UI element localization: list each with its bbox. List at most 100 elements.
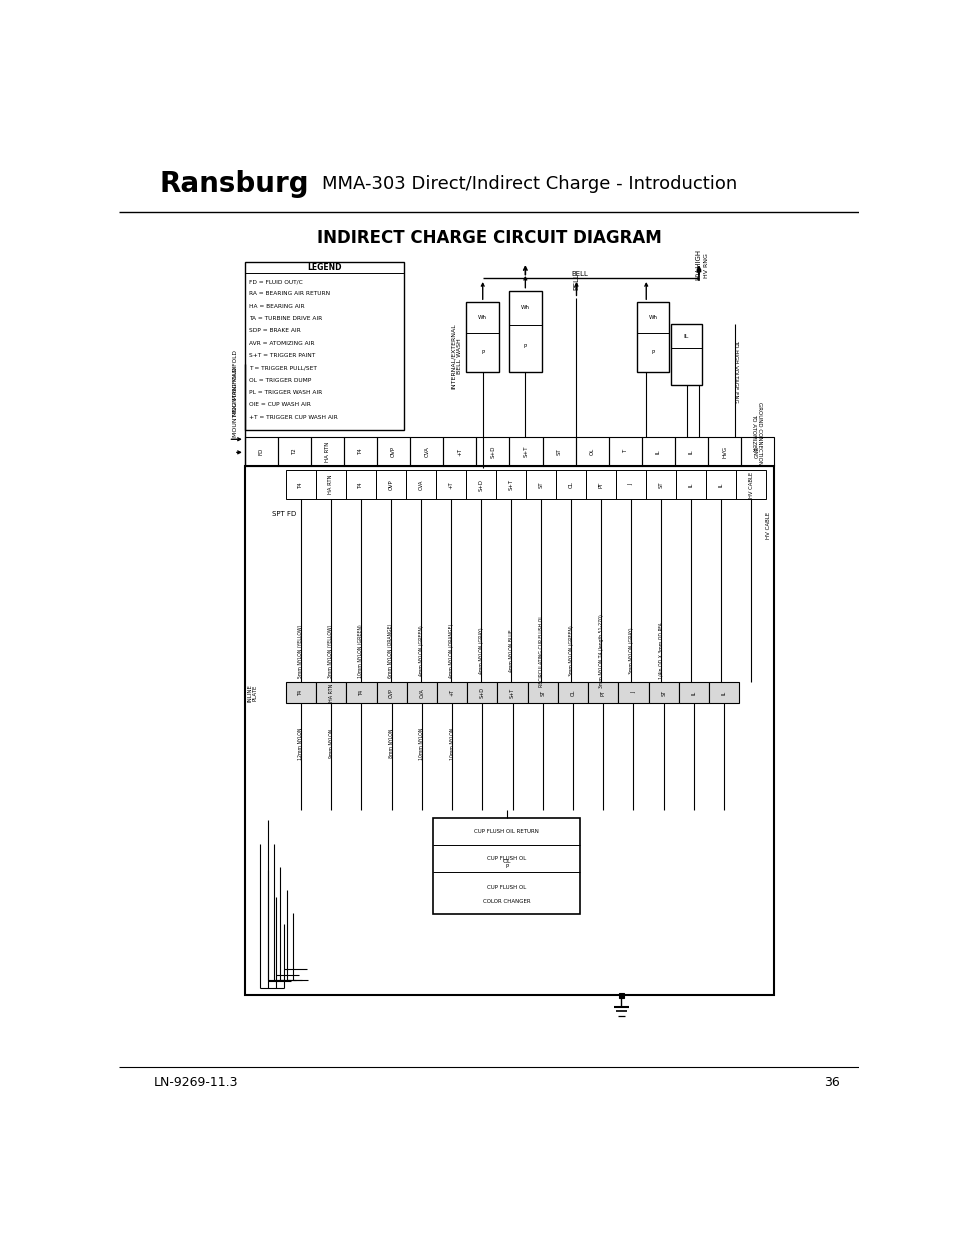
Bar xyxy=(637,303,669,372)
Bar xyxy=(311,437,344,466)
Bar xyxy=(277,437,311,466)
Text: IL: IL xyxy=(718,483,723,487)
Bar xyxy=(466,471,496,499)
Text: J: J xyxy=(628,484,633,485)
Text: IL: IL xyxy=(688,483,693,487)
Text: 36: 36 xyxy=(823,1076,840,1089)
Bar xyxy=(676,471,705,499)
Text: 4mm NYLON (ORANGE): 4mm NYLON (ORANGE) xyxy=(448,624,453,678)
Text: 4mm NYLON (GRAY): 4mm NYLON (GRAY) xyxy=(478,627,483,674)
Bar xyxy=(740,437,773,466)
Text: OL: OL xyxy=(570,689,575,695)
Bar xyxy=(497,682,527,704)
Text: T4: T4 xyxy=(358,482,363,488)
Text: GROUND CONNECTION
TO ATOMIZER: GROUND CONNECTION TO ATOMIZER xyxy=(750,401,760,464)
Text: IL: IL xyxy=(720,690,726,695)
Bar xyxy=(245,466,773,995)
Bar xyxy=(433,818,579,914)
Text: +T = TRIGGER CUP WASH AIR: +T = TRIGGER CUP WASH AIR xyxy=(249,415,337,420)
Text: HA RTN: HA RTN xyxy=(329,683,334,701)
Text: Wh: Wh xyxy=(520,305,529,310)
Bar xyxy=(509,290,541,372)
Text: J: J xyxy=(630,692,636,693)
Text: T: T xyxy=(622,450,627,453)
Text: OL = TRIGGER DUMP: OL = TRIGGER DUMP xyxy=(249,378,311,383)
Bar xyxy=(558,682,587,704)
Bar xyxy=(410,437,443,466)
Text: HA RTN: HA RTN xyxy=(328,475,333,494)
Bar xyxy=(641,437,674,466)
Bar xyxy=(436,682,467,704)
Text: RA = BEARING AIR RETURN: RA = BEARING AIR RETURN xyxy=(249,291,330,296)
Text: 5mm NYLON (YELLOW): 5mm NYLON (YELLOW) xyxy=(298,624,303,678)
Text: CVA: CVA xyxy=(419,688,424,698)
Bar xyxy=(556,471,585,499)
Bar xyxy=(375,471,406,499)
Text: BELL: BELL xyxy=(571,270,587,277)
Text: HV RNG: HV RNG xyxy=(703,253,708,278)
Text: Wh: Wh xyxy=(648,315,657,320)
Bar xyxy=(587,682,618,704)
Bar xyxy=(376,437,410,466)
Text: OVP: OVP xyxy=(391,446,395,457)
Bar xyxy=(618,682,648,704)
Text: 3mm NYLON (GRAY): 3mm NYLON (GRAY) xyxy=(628,627,633,674)
Text: TA = TURBINE DRIVE AIR: TA = TURBINE DRIVE AIR xyxy=(249,316,321,321)
Bar xyxy=(286,682,315,704)
Text: 12mm NYLON: 12mm NYLON xyxy=(298,727,303,760)
Bar xyxy=(346,682,376,704)
Text: P: P xyxy=(523,345,526,350)
Bar xyxy=(466,303,498,372)
Text: OlE = CUP WASH AIR: OlE = CUP WASH AIR xyxy=(249,403,311,408)
Bar xyxy=(575,437,608,466)
Bar xyxy=(679,682,708,704)
Text: P: P xyxy=(651,350,654,354)
Text: 10mm NYLON (GREEN): 10mm NYLON (GREEN) xyxy=(358,624,363,678)
Bar xyxy=(708,682,739,704)
Bar xyxy=(496,471,525,499)
Text: HA = BEARING AIR: HA = BEARING AIR xyxy=(249,304,304,309)
Text: INDIRECT CHARGE CIRCUIT DIAGRAM: INDIRECT CHARGE CIRCUIT DIAGRAM xyxy=(316,230,660,247)
Text: +T: +T xyxy=(456,447,462,456)
Bar xyxy=(346,471,375,499)
Text: HVG: HVG xyxy=(721,446,726,458)
Bar xyxy=(674,437,707,466)
Text: S+T: S+T xyxy=(523,446,528,457)
Text: PL = TRIGGER WASH AIR: PL = TRIGGER WASH AIR xyxy=(249,390,321,395)
Text: LN-9269-11.3: LN-9269-11.3 xyxy=(154,1076,238,1089)
Bar xyxy=(542,437,575,466)
Bar xyxy=(736,471,765,499)
Text: SDP = BRAKE AIR: SDP = BRAKE AIR xyxy=(249,329,300,333)
Text: CUP FLUSH OL: CUP FLUSH OL xyxy=(487,885,526,890)
Text: T4: T4 xyxy=(298,482,303,488)
Bar xyxy=(648,682,679,704)
Bar xyxy=(315,682,346,704)
Bar xyxy=(608,437,641,466)
Text: HV HIGH: HV HIGH xyxy=(696,251,701,280)
Text: 6mm NYLON (ORANGE): 6mm NYLON (ORANGE) xyxy=(388,624,393,678)
Text: IL: IL xyxy=(683,333,688,338)
Text: MOUNTING MANIFOLD: MOUNTING MANIFOLD xyxy=(233,350,237,416)
Bar xyxy=(245,437,277,466)
Text: INLINE
PLATE: INLINE PLATE xyxy=(247,684,257,701)
Text: ST: ST xyxy=(556,448,561,454)
Text: HV CABLE: HV CABLE xyxy=(748,472,753,498)
Bar xyxy=(344,437,376,466)
Text: FD: FD xyxy=(258,448,264,456)
Text: 9mm NYLON: 9mm NYLON xyxy=(329,729,334,758)
Text: S+T = TRIGGER PAINT: S+T = TRIGGER PAINT xyxy=(249,353,314,358)
Text: S+T: S+T xyxy=(508,479,513,490)
Bar xyxy=(436,471,466,499)
Text: S+D: S+D xyxy=(478,479,483,490)
Text: 3mm NYLON T4 (length 51-270): 3mm NYLON T4 (length 51-270) xyxy=(598,614,603,688)
Text: OVP: OVP xyxy=(389,688,394,698)
Bar xyxy=(670,324,701,385)
Text: +T: +T xyxy=(448,480,453,489)
Text: FD = FLUID OUT/C: FD = FLUID OUT/C xyxy=(249,279,302,284)
Text: MOUNTING MANIFOLD: MOUNTING MANIFOLD xyxy=(233,367,237,437)
Text: TO HIGH VOLTAGE ENG: TO HIGH VOLTAGE ENG xyxy=(732,340,737,403)
Text: T = TRIGGER PULL/SET: T = TRIGGER PULL/SET xyxy=(249,366,316,370)
Text: ST: ST xyxy=(538,482,543,488)
Text: P: P xyxy=(480,350,484,354)
Text: CUP FLUSH OL: CUP FLUSH OL xyxy=(487,856,526,861)
